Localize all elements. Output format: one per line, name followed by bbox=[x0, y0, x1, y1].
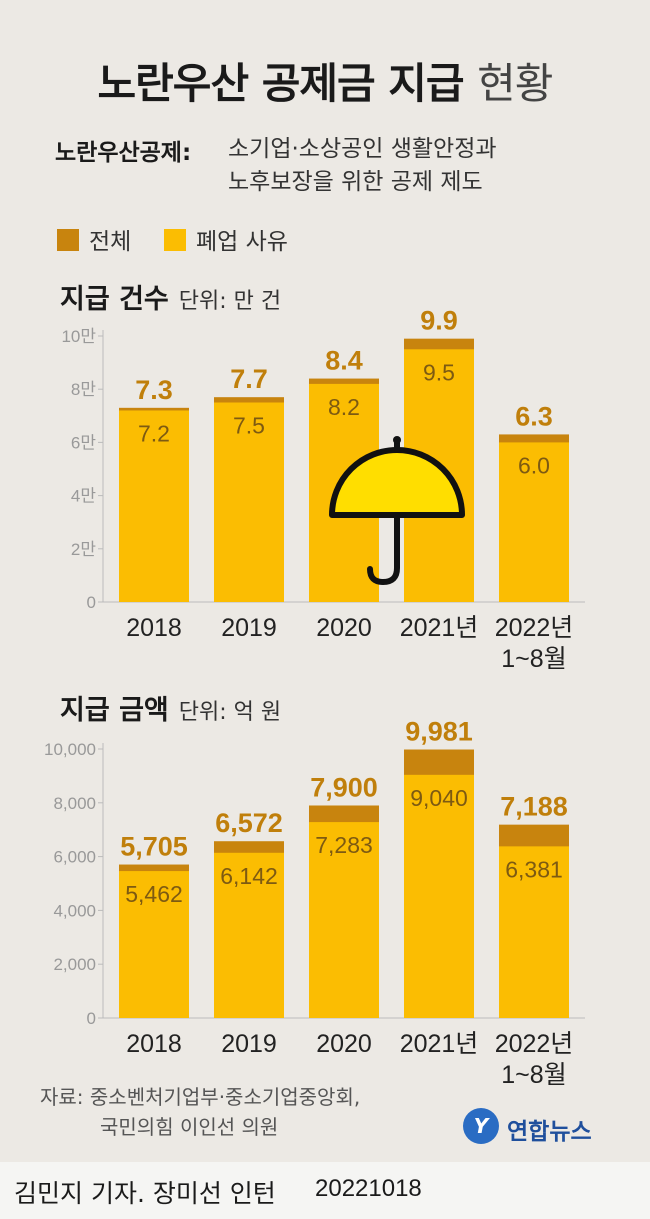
footer-date: 20221018 bbox=[315, 1175, 422, 1202]
data-label-closure: 7,283 bbox=[315, 832, 373, 858]
page-title: 노란우산 공제금 지급 현황 bbox=[0, 50, 650, 111]
source-line-1: 자료: 중소벤처기업부·중소기업중앙회, bbox=[40, 1085, 361, 1109]
umbrella-icon bbox=[329, 436, 465, 586]
y-tick-label: 10만 bbox=[61, 327, 96, 346]
data-label-closure: 5,462 bbox=[125, 881, 183, 907]
source-line-2: 국민의힘 이인선 의원 bbox=[100, 1115, 279, 1139]
amount-bar-chart: 0 2,000 4,000 6,000 8,000 10,000 5,705 5,462 201… bbox=[44, 717, 585, 1089]
data-label-total: 9,981 bbox=[405, 717, 473, 747]
subtitle-line-2: 노후보장을 위한 공제 제도 bbox=[228, 169, 483, 195]
section-title-amount: 지급 금액 단위: 억 원 bbox=[60, 688, 281, 727]
y-tick-label: 4만 bbox=[71, 487, 96, 506]
legend-swatch-total bbox=[57, 229, 79, 251]
x-category-label: 2021년 bbox=[400, 614, 479, 642]
subtitle-description: 소기업·소상공인 생활안정과 노후보장을 위한 공제 제도 bbox=[228, 133, 497, 199]
yonhap-logo-mark: Y bbox=[463, 1108, 499, 1144]
bar-closure bbox=[309, 822, 379, 1018]
count-bar-chart: 0 2만 4만 6만 8만 10만 7.3 7.2 2018 7.7 7.5 2019 8.4 8.2 20… bbox=[61, 306, 585, 673]
bar-closure bbox=[119, 410, 189, 602]
section-count-unit: 단위: 만 건 bbox=[178, 289, 282, 314]
x-category-label: 2022년 bbox=[495, 1030, 574, 1058]
legend-item-closure: 폐업 사유 bbox=[164, 222, 288, 256]
y-tick-label: 8,000 bbox=[53, 794, 96, 813]
data-label-total: 7,900 bbox=[310, 772, 378, 802]
section-count-title: 지급 건수 bbox=[60, 284, 169, 315]
x-category-label: 2021년 bbox=[400, 1030, 479, 1058]
x-category-label: 2020 bbox=[316, 1030, 372, 1058]
legend-label-closure: 폐업 사유 bbox=[196, 229, 288, 255]
source-note: 자료: 중소벤처기업부·중소기업중앙회, 국민의힘 이인선 의원 bbox=[40, 1082, 360, 1142]
bar-closure bbox=[214, 402, 284, 602]
data-label-closure: 6,142 bbox=[220, 863, 278, 889]
subtitle-line-1: 소기업·소상공인 생활안정과 bbox=[228, 136, 497, 162]
data-label-total: 6,572 bbox=[215, 808, 283, 838]
x-category-label: 1~8월 bbox=[501, 1061, 566, 1089]
y-tick-label: 4,000 bbox=[53, 901, 96, 920]
data-label-total: 5,705 bbox=[120, 832, 188, 862]
data-label-total: 7.7 bbox=[230, 364, 268, 394]
y-tick-label: 0 bbox=[87, 1009, 96, 1028]
x-category-label: 2020 bbox=[316, 614, 372, 642]
y-tick-label: 8만 bbox=[71, 380, 96, 399]
y-tick-label: 6,000 bbox=[53, 848, 96, 867]
data-label-total: 9.9 bbox=[420, 306, 458, 336]
legend-swatch-closure bbox=[164, 229, 186, 251]
data-label-total: 8.4 bbox=[325, 346, 363, 376]
data-label-closure: 9.5 bbox=[423, 359, 455, 385]
legend-label-total: 전체 bbox=[89, 229, 132, 255]
yonhap-logo-text: 연합뉴스 bbox=[507, 1119, 592, 1145]
bar-closure bbox=[499, 442, 569, 602]
bar-closure bbox=[119, 871, 189, 1018]
bar-closure bbox=[499, 846, 569, 1018]
title-light: 현황 bbox=[477, 59, 553, 108]
x-category-label: 2018 bbox=[126, 614, 182, 642]
x-category-label: 1~8월 bbox=[501, 645, 566, 673]
subtitle-key: 노란우산공제: bbox=[55, 140, 192, 166]
y-tick-label: 2,000 bbox=[53, 955, 96, 974]
data-label-closure: 6.0 bbox=[518, 452, 550, 478]
data-label-total: 6.3 bbox=[515, 401, 553, 431]
data-label-total: 7,188 bbox=[500, 792, 568, 822]
data-label-closure: 7.2 bbox=[138, 420, 170, 446]
footer: 김민지 기자. 장미선 인턴 20221018 bbox=[0, 1162, 650, 1219]
footer-credit: 김민지 기자. 장미선 인턴 bbox=[14, 1179, 276, 1208]
y-tick-label: 10,000 bbox=[44, 740, 96, 759]
x-category-label: 2019 bbox=[221, 614, 277, 642]
title-main: 노란우산 공제금 지급 bbox=[97, 59, 465, 108]
x-category-label: 2018 bbox=[126, 1030, 182, 1058]
bar-closure bbox=[404, 774, 474, 1018]
x-category-label: 2022년 bbox=[495, 614, 574, 642]
data-label-total: 7.3 bbox=[135, 375, 173, 405]
section-amount-unit: 단위: 억 원 bbox=[178, 700, 282, 725]
y-tick-label: 2만 bbox=[71, 540, 96, 559]
data-label-closure: 7.5 bbox=[233, 413, 265, 439]
section-title-count: 지급 건수 단위: 만 건 bbox=[60, 277, 281, 316]
data-label-closure: 6,381 bbox=[505, 856, 563, 882]
section-amount-title: 지급 금액 bbox=[60, 695, 169, 726]
bar-closure bbox=[214, 852, 284, 1018]
data-label-closure: 8.2 bbox=[328, 394, 360, 420]
y-tick-label: 6만 bbox=[71, 433, 96, 452]
y-tick-label: 0 bbox=[87, 593, 96, 612]
data-label-closure: 9,040 bbox=[410, 785, 468, 811]
x-category-label: 2019 bbox=[221, 1030, 277, 1058]
legend-item-total: 전체 bbox=[57, 222, 131, 256]
